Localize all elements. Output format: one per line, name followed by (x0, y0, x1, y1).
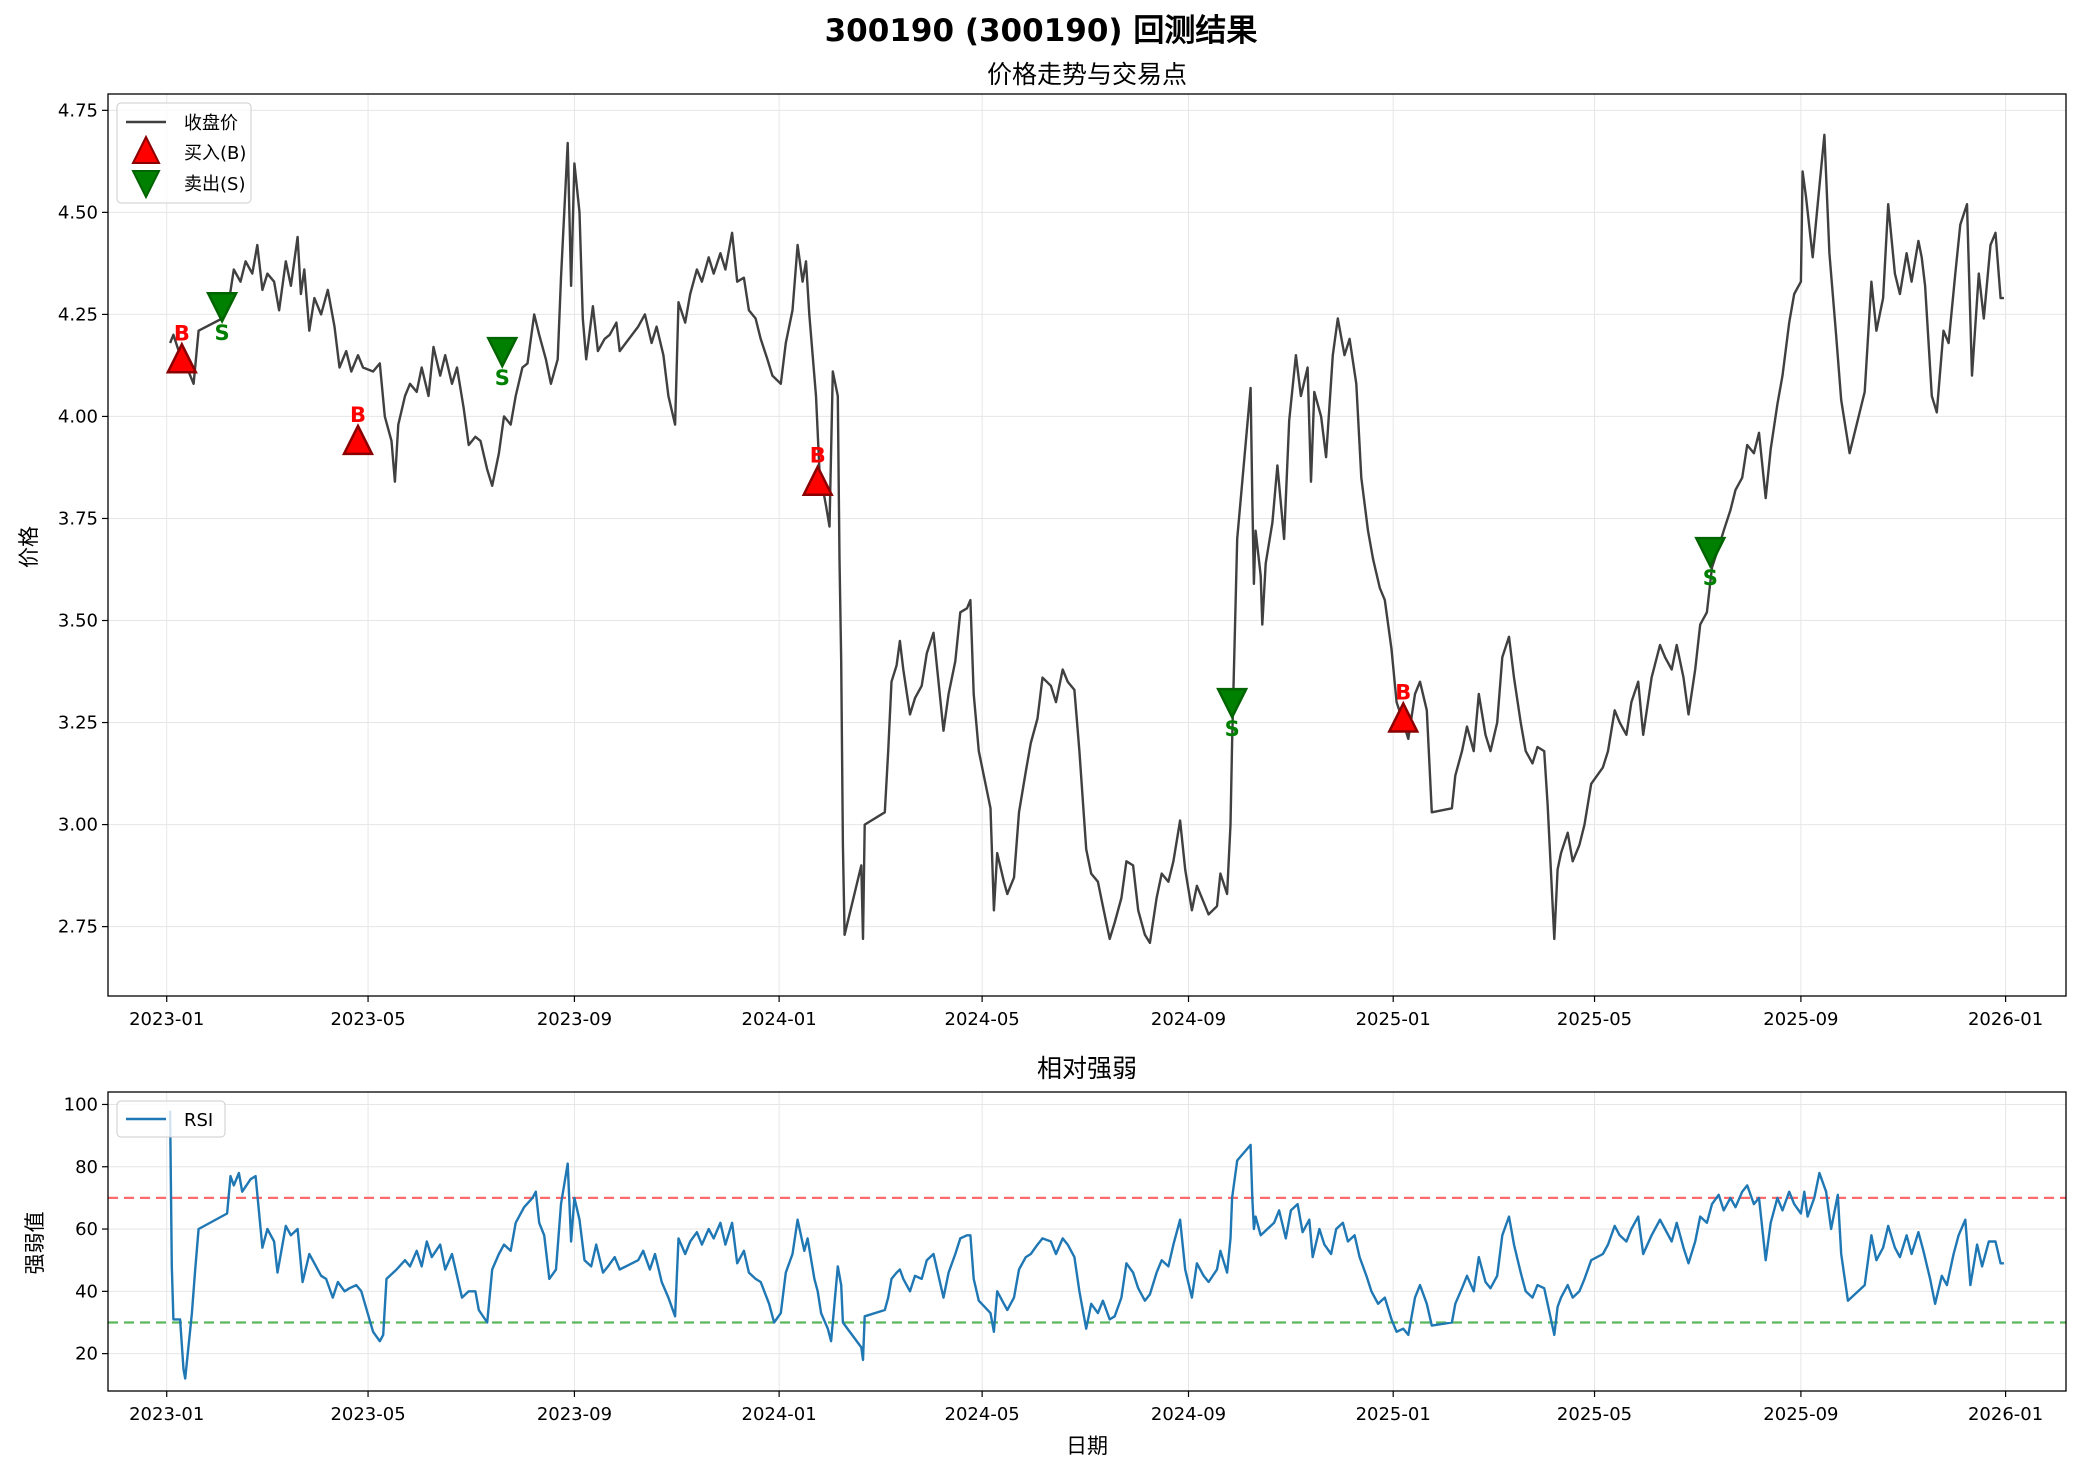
rsi-y-tick-label: 80 (75, 1157, 98, 1178)
rsi-chart-title: 相对强弱 (1037, 1054, 1137, 1083)
price-chart-title: 价格走势与交易点 (987, 60, 1187, 89)
rsi-x-axis-label: 日期 (1066, 1434, 1108, 1458)
price-x-tick-label: 2025-01 (1356, 1009, 1431, 1030)
buy-signal-label: B (810, 444, 826, 468)
price-x-ticks: 2023-01 2023-05 2023-09 2024-01 2024-05 2024-… (129, 996, 2043, 1030)
rsi-chart-panel: 相对强弱 强弱值 日期 2023-01 2023-05 2023-09 2024-01… (23, 1054, 2067, 1458)
rsi-axes-frame (107, 1091, 2067, 1392)
price-y-ticks: 2.75 3.00 3.25 3.50 3.75 4.00 4.25 4.50 4.75 (58, 100, 108, 938)
price-plot-area: B B B B S S S S (165, 133, 2004, 945)
rsi-series-line (168, 1110, 2004, 1380)
sell-signal-label: S (1225, 717, 1240, 741)
price-legend: 收盘价 买入(B) 卖出(S) (116, 102, 252, 204)
price-x-tick-label: 2025-09 (1763, 1009, 1838, 1030)
rsi-plot-area (108, 1110, 2066, 1380)
rsi-x-tick-label: 2023-05 (330, 1404, 405, 1425)
rsi-y-tick-label: 40 (75, 1281, 98, 1302)
price-x-tick-label: 2023-05 (330, 1009, 405, 1030)
price-y-tick-label: 4.00 (58, 406, 98, 427)
sell-signal-marker (486, 336, 519, 369)
rsi-x-tick-label: 2024-01 (742, 1404, 817, 1425)
buy-signal-label: B (1395, 680, 1411, 704)
price-series-line (168, 133, 2004, 945)
price-x-tick-label: 2026-01 (1968, 1009, 2043, 1030)
price-y-tick-label: 3.75 (58, 508, 98, 529)
price-y-axis-label: 价格 (17, 526, 41, 568)
rsi-x-tick-label: 2023-09 (537, 1404, 612, 1425)
rsi-y-tick-label: 60 (75, 1219, 98, 1240)
sell-signal-label: S (495, 366, 510, 390)
rsi-x-tick-label: 2025-01 (1356, 1404, 1431, 1425)
sell-signal-label: S (1703, 566, 1718, 590)
sell-signal-marker (1694, 536, 1727, 569)
rsi-gridlines (108, 1092, 2066, 1391)
legend-entry-rsi: RSI (184, 1110, 213, 1131)
rsi-y-axis-label: 强弱值 (23, 1212, 47, 1275)
legend-entry-sell: 卖出(S) (184, 174, 245, 195)
buy-signal-marker (801, 463, 834, 496)
buy-signal-marker (341, 423, 375, 456)
price-y-tick-label: 3.25 (58, 713, 98, 734)
price-x-tick-label: 2024-01 (742, 1009, 817, 1030)
sell-signal-label: S (215, 321, 230, 345)
rsi-legend: RSI (116, 1100, 226, 1138)
rsi-y-tick-label: 100 (64, 1094, 98, 1115)
price-x-tick-label: 2024-05 (945, 1009, 1020, 1030)
sell-signal-marker (206, 291, 239, 325)
price-y-tick-label: 4.75 (58, 100, 98, 121)
legend-buy-marker-icon (131, 134, 161, 164)
buy-signal-marker (1387, 700, 1420, 733)
figure-suptitle: 300190 (300190) 回测结果 (825, 13, 1258, 49)
legend-entry-close: 收盘价 (184, 113, 238, 134)
price-x-tick-label: 2023-09 (537, 1009, 612, 1030)
buy-signal-label: B (350, 403, 366, 427)
legend-entry-buy: 买入(B) (184, 143, 246, 164)
rsi-x-tick-label: 2026-01 (1968, 1404, 2043, 1425)
price-x-tick-label: 2025-05 (1557, 1009, 1632, 1030)
rsi-x-tick-label: 2024-05 (945, 1404, 1020, 1425)
rsi-y-ticks: 20 40 60 80 100 (64, 1094, 108, 1365)
price-x-tick-label: 2024-09 (1151, 1009, 1226, 1030)
price-y-tick-label: 4.50 (58, 202, 98, 223)
sell-signal-marker (1216, 687, 1249, 720)
buy-signal-marker (165, 341, 198, 374)
price-axes-frame (107, 93, 2067, 997)
price-y-tick-label: 2.75 (58, 917, 98, 938)
rsi-x-tick-label: 2023-01 (129, 1404, 204, 1425)
rsi-y-tick-label: 20 (75, 1344, 98, 1365)
price-gridlines (108, 94, 2066, 996)
legend-sell-marker-icon (131, 170, 161, 200)
rsi-legend-box (116, 1100, 226, 1138)
price-y-tick-label: 4.25 (58, 304, 98, 325)
price-y-tick-label: 3.00 (58, 815, 98, 836)
rsi-x-tick-label: 2025-09 (1763, 1404, 1838, 1425)
price-y-tick-label: 3.50 (58, 611, 98, 632)
price-x-tick-label: 2023-01 (129, 1009, 204, 1030)
rsi-x-tick-label: 2025-05 (1557, 1404, 1632, 1425)
rsi-x-tick-label: 2024-09 (1151, 1404, 1226, 1425)
rsi-x-ticks: 2023-01 2023-05 2023-09 2024-01 2024-05 2024-… (129, 1391, 2043, 1425)
buy-signal-label: B (174, 321, 190, 345)
